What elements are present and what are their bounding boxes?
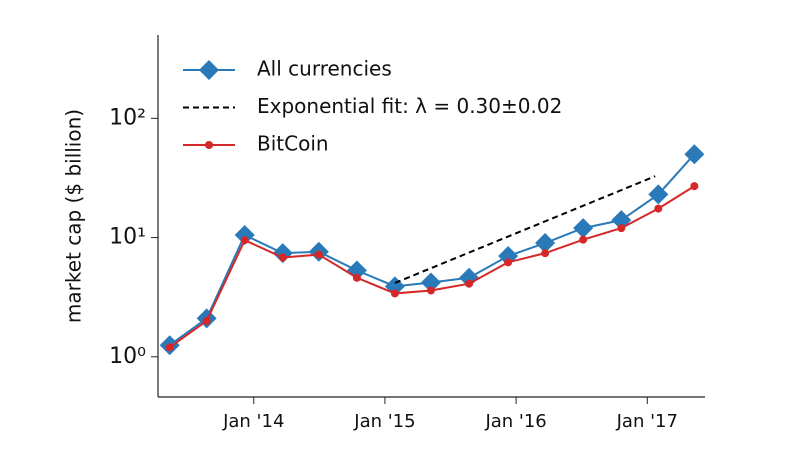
- x-tick-label: Jan '17: [616, 411, 678, 432]
- x-tick-label: Jan '14: [222, 411, 284, 432]
- diamond-marker: [684, 144, 705, 165]
- dot-marker: [202, 316, 211, 325]
- dot-marker: [165, 343, 174, 352]
- diamond-marker: [272, 243, 293, 264]
- diamond-marker: [573, 218, 594, 239]
- y-tick-label: 10²: [109, 105, 146, 130]
- dot-marker: [240, 236, 249, 245]
- dot-marker: [352, 273, 361, 282]
- diamond-marker: [234, 225, 255, 246]
- dot-marker: [465, 279, 474, 288]
- legend-label: Exponential fit: λ = 0.30±0.02: [257, 94, 562, 118]
- dot-marker: [314, 250, 323, 259]
- y-axis-label: market cap ($ billion): [62, 109, 86, 323]
- x-tick-label: Jan '15: [353, 411, 415, 432]
- y-tick-label: 10⁰: [109, 344, 146, 369]
- dot-marker: [426, 286, 435, 295]
- legend-label: BitCoin: [257, 132, 329, 156]
- y-tick-label: 10¹: [109, 225, 146, 250]
- dot-marker: [579, 235, 588, 244]
- series-line: [169, 153, 696, 347]
- diamond-marker: [459, 267, 480, 288]
- dot-marker: [504, 258, 513, 267]
- dot-marker: [278, 253, 287, 262]
- dot-marker: [690, 182, 699, 191]
- diamond-marker: [648, 184, 669, 205]
- legend-marker: [205, 141, 213, 149]
- series-line: [394, 175, 656, 284]
- diamond-marker: [420, 272, 441, 293]
- diamond-marker: [498, 246, 519, 267]
- legend-label: All currencies: [257, 57, 392, 81]
- x-tick-label: Jan '16: [484, 411, 546, 432]
- diamond-marker: [535, 233, 556, 254]
- dot-marker: [390, 289, 399, 298]
- dot-marker: [541, 249, 550, 258]
- dot-marker: [654, 204, 663, 213]
- dot-marker: [617, 224, 626, 233]
- legend-marker: [199, 60, 219, 80]
